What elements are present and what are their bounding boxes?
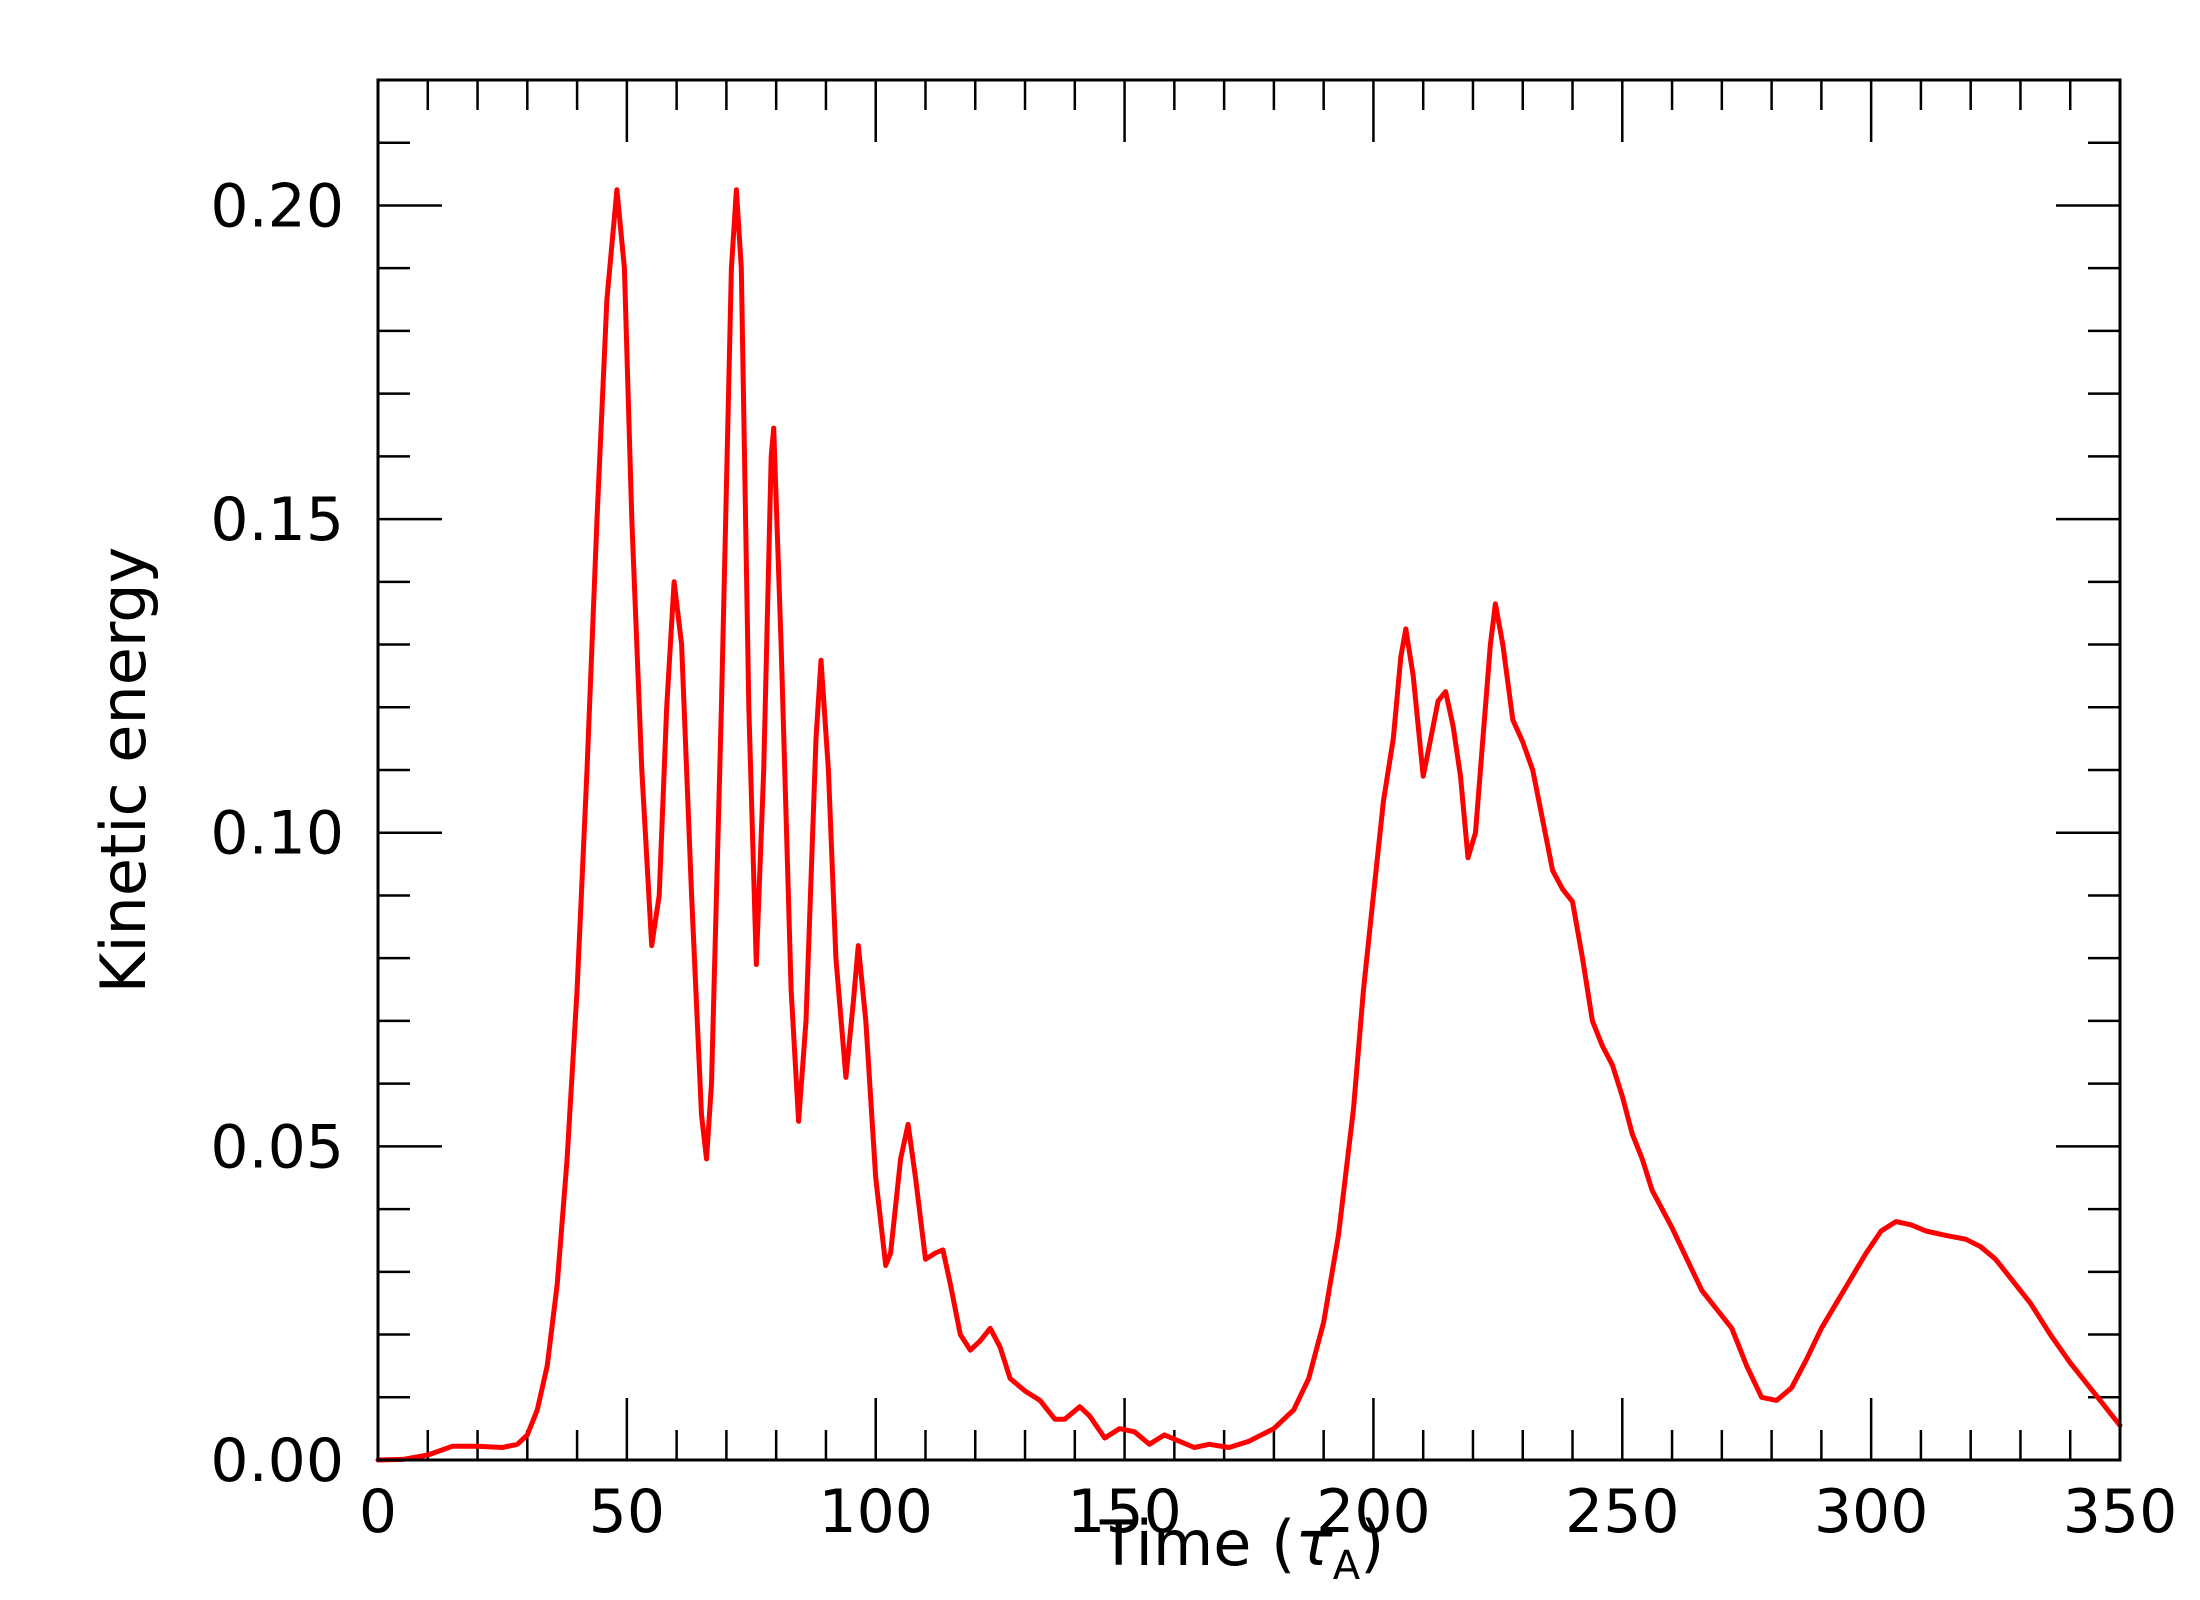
x-tick-label: 350	[2063, 1477, 2178, 1547]
x-tick-label: 150	[1067, 1477, 1182, 1547]
x-tick-label: 0	[359, 1477, 397, 1547]
y-tick-label: 0.10	[210, 799, 344, 869]
plot-frame	[376, 78, 2122, 1462]
series-line	[375, 187, 2123, 1463]
y-tick-label: 0.05	[210, 1112, 344, 1182]
x-axis-label-text: Time (	[1099, 1507, 1296, 1580]
x-tick-label: 300	[1814, 1477, 1929, 1547]
y-tick-label: 0.15	[210, 485, 344, 555]
tick-labels-layer: 0 50 100 150 200 250 300 350 0.00 0.05 0.10 0.15 0.2…	[210, 171, 2177, 1547]
x-axis-label-close: )	[1360, 1507, 1384, 1580]
y-tick-label: 0.00	[210, 1426, 344, 1496]
x-tick-label: 50	[589, 1477, 665, 1547]
x-tick-label: 100	[818, 1477, 933, 1547]
y-axis-label: Kinetic energy	[87, 547, 160, 994]
x-tick-label: 250	[1565, 1477, 1680, 1547]
ticks-layer	[376, 78, 2122, 1462]
x-axis-label: Time (τA)	[1099, 1507, 1385, 1589]
y-tick-label: 0.20	[210, 171, 344, 241]
x-axis-label-subscript: A	[1333, 1543, 1361, 1589]
x-axis-label-tau: τ	[1295, 1507, 1333, 1580]
x-tick-label: 200	[1316, 1477, 1431, 1547]
